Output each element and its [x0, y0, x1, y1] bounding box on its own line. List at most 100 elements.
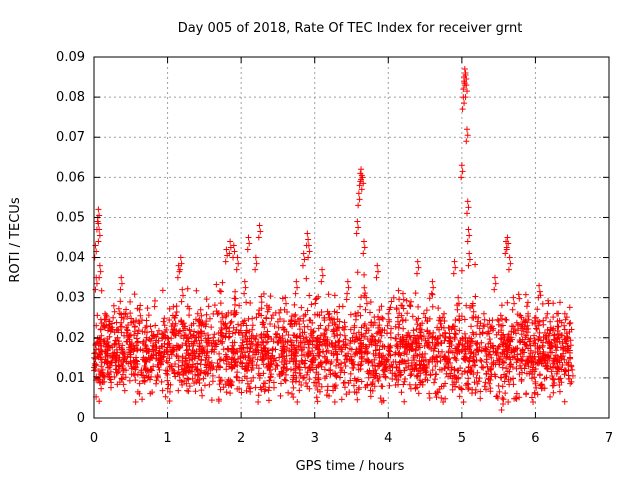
- data-point: [553, 310, 560, 317]
- data-point: [477, 357, 484, 364]
- data-point: [186, 326, 193, 333]
- data-point: [422, 350, 429, 357]
- data-point: [149, 354, 156, 361]
- data-point: [232, 358, 239, 365]
- data-point: [482, 379, 489, 386]
- data-point: [315, 374, 322, 381]
- data-point: [274, 362, 281, 369]
- data-point: [133, 364, 140, 371]
- data-point: [565, 361, 572, 368]
- data-point: [118, 274, 125, 281]
- data-point: [217, 377, 224, 384]
- data-point: [217, 386, 224, 393]
- data-point: [301, 329, 308, 336]
- data-point: [294, 284, 301, 291]
- data-point: [281, 356, 288, 363]
- data-point: [524, 299, 531, 306]
- data-point: [451, 367, 458, 374]
- data-point: [120, 381, 127, 388]
- data-point: [260, 290, 267, 297]
- data-point: [192, 371, 199, 378]
- data-point: [532, 359, 539, 366]
- data-point: [451, 354, 458, 361]
- data-point: [332, 385, 339, 392]
- data-point: [416, 357, 423, 364]
- data-point: [472, 351, 479, 358]
- data-point: [465, 381, 472, 388]
- data-point: [165, 340, 172, 347]
- data-point: [104, 327, 111, 334]
- data-point: [535, 322, 542, 329]
- data-point: [273, 362, 280, 369]
- data-point: [377, 326, 384, 333]
- data-point: [300, 250, 307, 257]
- data-point: [363, 300, 370, 307]
- data-point: [438, 395, 445, 402]
- data-point: [215, 337, 222, 344]
- data-point: [272, 366, 279, 373]
- data-point: [288, 342, 295, 349]
- data-point: [117, 286, 124, 293]
- data-point: [446, 343, 453, 350]
- data-point: [550, 376, 557, 383]
- data-point: [531, 314, 538, 321]
- data-point: [141, 357, 148, 364]
- data-point: [269, 312, 276, 319]
- data-point: [515, 327, 522, 334]
- data-point: [196, 376, 203, 383]
- data-point: [340, 338, 347, 345]
- data-point: [260, 361, 267, 368]
- data-point: [497, 312, 504, 319]
- data-point: [253, 362, 260, 369]
- data-point: [544, 326, 551, 333]
- data-point: [489, 360, 496, 367]
- data-point: [554, 338, 561, 345]
- data-point: [315, 352, 322, 359]
- data-point: [451, 258, 458, 265]
- data-point: [151, 303, 158, 310]
- data-point: [201, 346, 208, 353]
- data-point: [458, 385, 465, 392]
- data-point: [535, 294, 542, 301]
- data-point: [248, 338, 255, 345]
- data-point: [406, 346, 413, 353]
- data-point: [118, 280, 125, 287]
- data-point: [437, 358, 444, 365]
- y-axis-label: ROTI / TECUs: [8, 197, 23, 282]
- data-point: [203, 311, 210, 318]
- data-point: [406, 381, 413, 388]
- data-point: [395, 324, 402, 331]
- x-tick-label: 7: [605, 431, 613, 446]
- data-point: [339, 346, 346, 353]
- data-point: [494, 350, 501, 357]
- data-point: [257, 372, 264, 379]
- data-point: [513, 365, 520, 372]
- data-point: [542, 353, 549, 360]
- data-point: [431, 336, 438, 343]
- data-point: [462, 94, 469, 101]
- data-point: [562, 340, 569, 347]
- data-point: [374, 262, 381, 269]
- data-point: [361, 271, 368, 278]
- data-point: [159, 287, 166, 294]
- data-point: [260, 344, 267, 351]
- data-point: [522, 291, 529, 298]
- data-point: [536, 329, 543, 336]
- data-point: [504, 234, 511, 241]
- x-tick-label: 1: [163, 431, 171, 446]
- data-point: [385, 351, 392, 358]
- data-point: [155, 327, 162, 334]
- data-point: [158, 358, 165, 365]
- data-point: [362, 330, 369, 337]
- data-point: [469, 302, 476, 309]
- data-point: [420, 333, 427, 340]
- data-point: [449, 386, 456, 393]
- data-point: [386, 382, 393, 389]
- data-point: [455, 300, 462, 307]
- data-point: [152, 355, 159, 362]
- y-tick-label: 0.08: [56, 90, 85, 105]
- data-point: [284, 338, 291, 345]
- data-point: [332, 339, 339, 346]
- data-point: [507, 338, 514, 345]
- data-point: [359, 174, 366, 181]
